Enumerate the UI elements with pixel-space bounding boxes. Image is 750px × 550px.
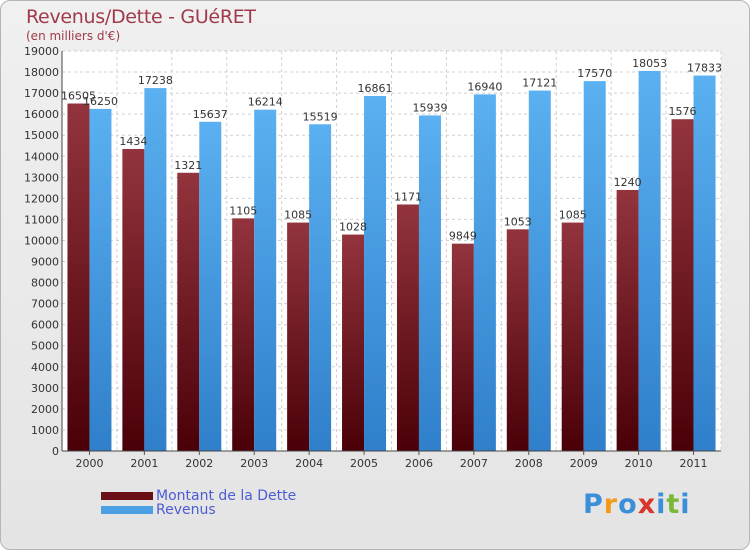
x-tick-label: 2011 xyxy=(680,457,708,470)
legend-item-debt: Montant de la Dette xyxy=(101,488,296,504)
y-tick-label: 14000 xyxy=(24,150,59,163)
y-tick-label: 9000 xyxy=(31,256,59,269)
legend-swatch-debt xyxy=(101,492,153,500)
data-label-debt: 1028 xyxy=(339,221,367,234)
y-tick-label: 10000 xyxy=(24,234,59,247)
bar-debt xyxy=(616,189,639,451)
data-label-revenus: 17121 xyxy=(522,77,557,90)
data-label-debt: 1576 xyxy=(669,105,697,118)
y-tick-label: 4000 xyxy=(31,361,59,374)
bar-revenus xyxy=(638,70,661,452)
y-tick-label: 11000 xyxy=(24,213,59,226)
data-label-debt: 1434 xyxy=(119,135,147,148)
data-label-debt: 16505 xyxy=(61,90,96,103)
x-tick-label: 2005 xyxy=(350,457,378,470)
data-label-revenus: 16214 xyxy=(248,96,283,109)
bar-revenus xyxy=(473,94,496,452)
data-label-debt: 1171 xyxy=(394,190,422,203)
legend-label-revenus: Revenus xyxy=(156,502,216,518)
bar-revenus xyxy=(693,75,716,451)
bar-debt xyxy=(342,234,365,451)
x-tick-label: 2000 xyxy=(75,457,103,470)
bar-revenus xyxy=(364,96,387,451)
y-tick-label: 0 xyxy=(52,445,59,458)
data-label-revenus: 15637 xyxy=(193,108,228,121)
y-tick-label: 16000 xyxy=(24,108,59,121)
data-label-revenus: 17833 xyxy=(687,62,722,75)
data-label-debt: 1085 xyxy=(284,209,312,222)
data-label-debt: 1321 xyxy=(174,159,202,172)
bar-debt xyxy=(232,218,255,451)
data-label-debt: 1053 xyxy=(504,215,532,228)
x-tick-label: 2001 xyxy=(130,457,158,470)
y-tick-label: 1000 xyxy=(31,424,59,437)
logo-letter: t xyxy=(666,489,681,520)
data-label-revenus: 17570 xyxy=(577,67,612,80)
y-tick-label: 2000 xyxy=(31,403,59,416)
y-tick-label: 6000 xyxy=(31,319,59,332)
x-tick-label: 2003 xyxy=(240,457,268,470)
logo-letter: x xyxy=(637,489,657,520)
y-tick-label: 17000 xyxy=(24,87,59,100)
chart-title: Revenus/Dette - GUéRET xyxy=(26,6,256,28)
x-tick-label: 2004 xyxy=(295,457,323,470)
bar-revenus xyxy=(418,115,441,451)
y-tick-label: 13000 xyxy=(24,171,59,184)
x-tick-label: 2008 xyxy=(515,457,543,470)
logo-letter: i xyxy=(680,489,691,520)
y-tick-label: 8000 xyxy=(31,277,59,290)
bar-debt xyxy=(122,148,145,451)
x-tick-label: 2007 xyxy=(460,457,488,470)
x-tick-label: 2009 xyxy=(570,457,598,470)
bar-debt xyxy=(287,222,310,451)
bar-debt xyxy=(506,229,529,451)
bar-revenus xyxy=(144,88,167,452)
data-label-revenus: 16940 xyxy=(467,80,502,93)
data-label-revenus: 17238 xyxy=(138,74,173,87)
data-label-revenus: 18053 xyxy=(632,57,667,70)
logo-letter: r xyxy=(603,489,619,520)
data-label-debt: 9849 xyxy=(449,230,477,243)
bar-debt xyxy=(177,172,200,451)
bar-revenus xyxy=(309,124,332,451)
x-tick-label: 2010 xyxy=(625,457,653,470)
chart-subtitle: (en milliers d'€) xyxy=(26,29,121,43)
data-label-debt: 1105 xyxy=(229,204,257,217)
y-tick-label: 18000 xyxy=(24,66,59,79)
proxiti-logo: Proxiti xyxy=(583,489,691,520)
bar-debt xyxy=(396,204,419,451)
bar-revenus xyxy=(583,81,606,452)
y-tick-label: 7000 xyxy=(31,298,59,311)
data-label-debt: 1240 xyxy=(614,176,642,189)
data-label-revenus: 15519 xyxy=(303,110,338,123)
y-tick-label: 5000 xyxy=(31,340,59,353)
legend-swatch-revenus xyxy=(101,506,153,514)
bar-debt xyxy=(671,119,694,452)
bar-revenus xyxy=(199,121,222,452)
legend-label-debt: Montant de la Dette xyxy=(156,488,297,504)
legend-item-revenus: Revenus xyxy=(101,502,216,518)
bar-revenus xyxy=(254,109,277,451)
logo-letter: i xyxy=(656,489,667,520)
data-label-revenus: 16250 xyxy=(83,95,118,108)
logo-letter: P xyxy=(583,489,604,520)
y-tick-label: 15000 xyxy=(24,129,59,142)
bar-debt xyxy=(67,103,90,452)
x-tick-label: 2002 xyxy=(185,457,213,470)
bar-debt xyxy=(451,243,474,451)
x-tick-label: 2006 xyxy=(405,457,433,470)
bar-revenus xyxy=(89,108,112,451)
data-label-revenus: 16861 xyxy=(358,82,393,95)
data-label-revenus: 15939 xyxy=(412,101,447,114)
logo-letter: o xyxy=(618,489,638,520)
y-tick-label: 12000 xyxy=(24,192,59,205)
data-label-debt: 1085 xyxy=(559,209,587,222)
y-tick-label: 3000 xyxy=(31,382,59,395)
bar-revenus xyxy=(528,90,551,451)
y-tick-label: 19000 xyxy=(24,45,59,58)
bar-debt xyxy=(561,222,584,451)
